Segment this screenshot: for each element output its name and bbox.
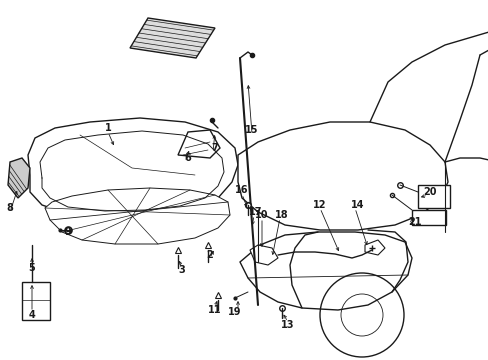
Text: 14: 14 (350, 200, 364, 210)
Polygon shape (411, 210, 445, 225)
Text: 16: 16 (235, 185, 248, 195)
Polygon shape (417, 185, 449, 208)
Text: 15: 15 (245, 125, 258, 135)
Text: 12: 12 (313, 200, 326, 210)
Text: 11: 11 (208, 305, 221, 315)
Text: 9: 9 (64, 227, 71, 237)
Text: 8: 8 (6, 203, 13, 213)
Polygon shape (178, 130, 220, 158)
Polygon shape (28, 118, 238, 220)
Text: 4: 4 (29, 310, 35, 320)
Text: 5: 5 (29, 263, 35, 273)
Text: 20: 20 (423, 187, 436, 197)
Polygon shape (8, 158, 30, 198)
Polygon shape (130, 18, 215, 58)
Polygon shape (240, 232, 411, 310)
Text: 6: 6 (184, 153, 191, 163)
Polygon shape (22, 282, 50, 320)
Text: 19: 19 (228, 307, 241, 317)
Text: 18: 18 (275, 210, 288, 220)
Text: 21: 21 (407, 217, 421, 227)
Text: 2: 2 (206, 250, 213, 260)
Polygon shape (45, 188, 229, 244)
Text: 10: 10 (255, 210, 268, 220)
Text: 13: 13 (281, 320, 294, 330)
Polygon shape (238, 122, 447, 230)
Text: 17: 17 (249, 207, 262, 217)
Text: 3: 3 (178, 265, 185, 275)
Text: 1: 1 (104, 123, 111, 133)
Polygon shape (364, 240, 384, 255)
Text: 7: 7 (211, 143, 218, 153)
Polygon shape (249, 245, 278, 265)
